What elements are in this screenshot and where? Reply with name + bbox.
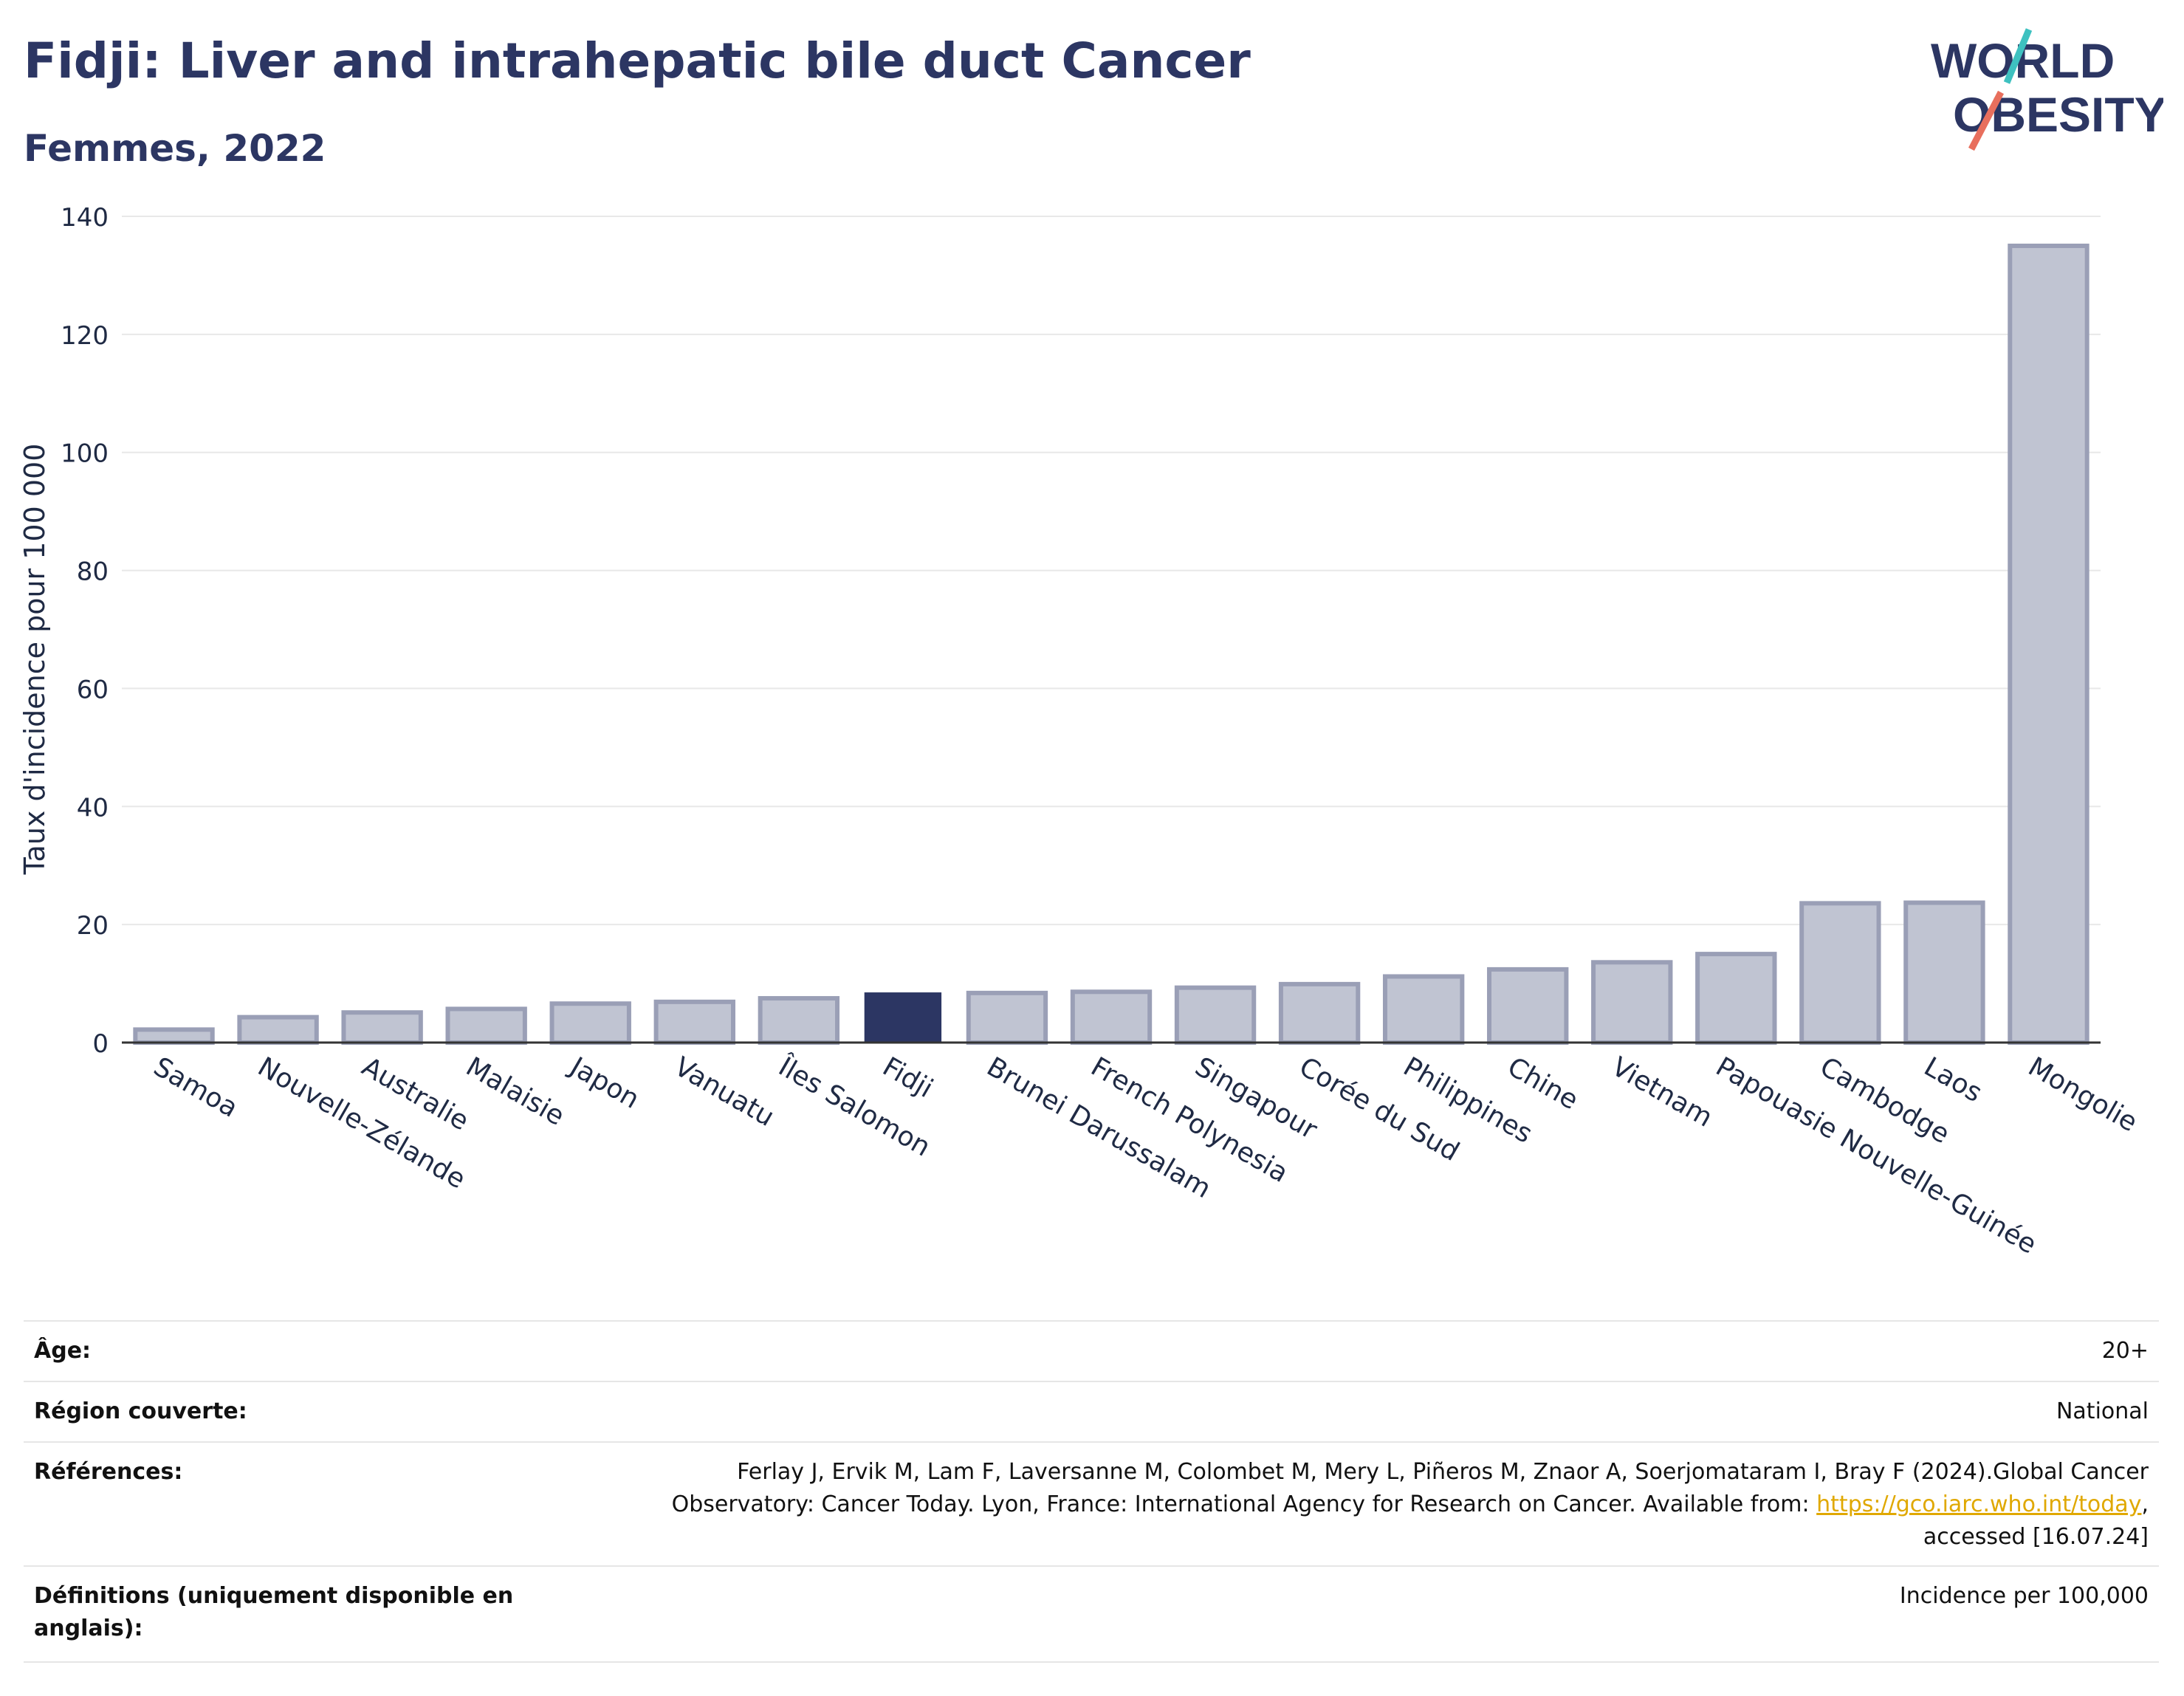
bar-singapour bbox=[1174, 985, 1257, 1045]
bar-vietnam bbox=[1591, 960, 1673, 1045]
x-tick-label: Vietnam bbox=[1607, 1051, 1717, 1133]
y-tick-label: 120 bbox=[61, 321, 109, 351]
y-tick-label: 40 bbox=[77, 793, 109, 823]
bar-mongolie bbox=[2008, 243, 2089, 1046]
bar-vanuatu bbox=[653, 999, 735, 1045]
x-axis-labels: Samoa Nouvelle-ZélandeAustralieMalaisieJa… bbox=[148, 1051, 2143, 1260]
bar-philippines bbox=[1382, 974, 1465, 1045]
ref-line-2-comma: , bbox=[2141, 1491, 2149, 1517]
x-tick-label: Japon bbox=[564, 1051, 645, 1115]
bar-samoa bbox=[133, 1027, 215, 1046]
meta-row-region: Région couverte: National bbox=[24, 1381, 2159, 1443]
bar-french-polynesia bbox=[1070, 989, 1153, 1046]
chart-subtitle: Femmes, 2022 bbox=[24, 127, 326, 170]
meta-value-region: National bbox=[2056, 1398, 2149, 1424]
ref-line-3: accessed [16.07.24] bbox=[1923, 1524, 2149, 1550]
y-axis-label: Taux d'incidence pour 100 000 bbox=[18, 444, 51, 876]
x-tick-label: Samoa bbox=[148, 1051, 243, 1124]
bar-brunei-darussalam bbox=[966, 990, 1048, 1045]
ref-line-2-text: Observatory: Cancer Today. Lyon, France:… bbox=[671, 1491, 1810, 1517]
x-tick-label: Laos bbox=[1919, 1051, 1987, 1108]
bars bbox=[133, 243, 2089, 1046]
x-tick-label: Malaisie bbox=[461, 1051, 569, 1132]
y-tick-label: 20 bbox=[77, 911, 109, 941]
meta-label-region: Région couverte: bbox=[34, 1398, 247, 1424]
world-obesity-logo: WORLD OBESITY bbox=[1931, 28, 2163, 151]
meta-row-definitions: Définitions (uniquement disponible en an… bbox=[24, 1565, 2159, 1663]
x-tick-label: Fidji bbox=[877, 1051, 938, 1104]
logo-coral-stroke bbox=[1968, 90, 2004, 151]
meta-row-age: Âge: 20+ bbox=[24, 1320, 2159, 1382]
chart-title: Fidji: Liver and intrahepatic bile duct … bbox=[24, 32, 1251, 89]
x-tick-label: Mongolie bbox=[2023, 1051, 2143, 1138]
bar-papouasie-nouvelle-guinée bbox=[1695, 952, 1777, 1046]
y-tick-label: 80 bbox=[77, 557, 109, 587]
bar-cambodge bbox=[1799, 901, 1881, 1045]
meta-label-definitions: Définitions (uniquement disponible en an… bbox=[34, 1583, 514, 1641]
logo-teal-stroke bbox=[2003, 28, 2033, 84]
meta-label-references: Références: bbox=[34, 1459, 183, 1485]
reference-link[interactable]: https://gco.iarc.who.int/today bbox=[1816, 1491, 2142, 1517]
bar-malaisie bbox=[445, 1006, 527, 1045]
y-tick-label: 60 bbox=[77, 675, 109, 704]
bar-chart: 0 20 40 60 80 100 120 140 Samoa Nouvelle-Zélande… bbox=[18, 203, 2143, 1260]
meta-label-age: Âge: bbox=[34, 1338, 92, 1364]
bar-japon bbox=[549, 1001, 631, 1046]
meta-value-references: Ferlay J, Ervik M, Lam F, Laversanne M, … bbox=[672, 1456, 2149, 1553]
x-tick-label: Vanuatu bbox=[669, 1051, 779, 1133]
bar-fidji bbox=[864, 992, 942, 1043]
ref-line-1: Ferlay J, Ervik M, Lam F, Laversanne M, … bbox=[737, 1459, 2149, 1485]
y-tick-label: 100 bbox=[61, 439, 109, 469]
meta-value-definitions: Incidence per 100,000 bbox=[1899, 1583, 2149, 1609]
meta-row-references: Références: Ferlay J, Ervik M, Lam F, La… bbox=[24, 1441, 2159, 1567]
bar-îles-salomon bbox=[758, 996, 840, 1046]
metadata-table: Âge: 20+ Région couverte: National Référ… bbox=[24, 1320, 2159, 1663]
meta-value-age: 20+ bbox=[2101, 1338, 2149, 1364]
bar-chine bbox=[1487, 967, 1569, 1045]
y-tick-label: 140 bbox=[61, 203, 109, 233]
y-axis-ticks: 0 20 40 60 80 100 120 140 bbox=[61, 203, 109, 1059]
bar-australie bbox=[341, 1010, 423, 1046]
x-tick-label: Chine bbox=[1503, 1051, 1584, 1116]
bar-corée-du-sud bbox=[1278, 981, 1361, 1046]
bar-laos bbox=[1903, 900, 1985, 1046]
y-tick-label: 0 bbox=[92, 1029, 109, 1059]
bar-nouvelle-zélande bbox=[237, 1014, 319, 1046]
ref-line-2: Observatory: Cancer Today. Lyon, France:… bbox=[672, 1489, 2149, 1521]
